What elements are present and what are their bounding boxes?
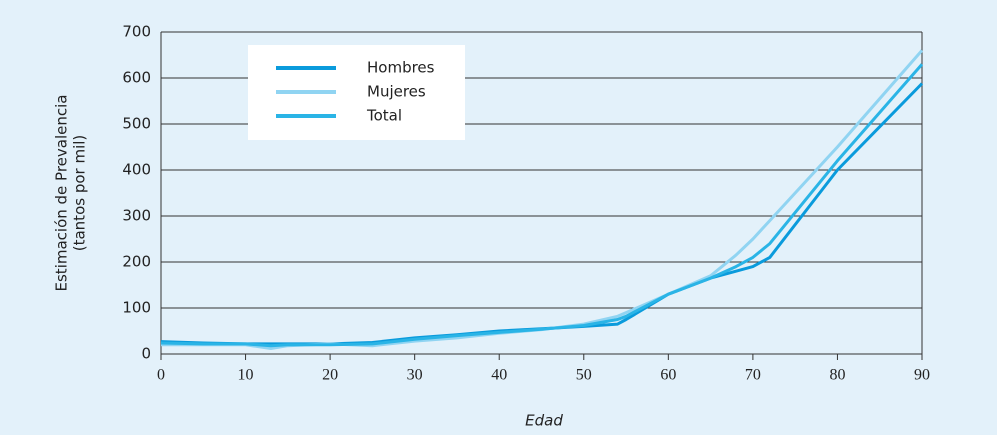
y-tick-label: 700 xyxy=(122,23,151,41)
y-axis-label: Estimación de Prevalencia xyxy=(53,95,71,292)
y-tick-label: 500 xyxy=(122,115,151,133)
y-tick-label: 200 xyxy=(122,253,151,271)
y-tick-label: 0 xyxy=(141,345,151,363)
x-tick-label: 80 xyxy=(829,367,845,384)
y-axis-label: (tantos por mil) xyxy=(71,135,89,252)
series-line xyxy=(160,63,924,348)
x-tick-label: 70 xyxy=(745,367,761,384)
legend-label: Hombres xyxy=(367,59,435,77)
x-tick-label: 60 xyxy=(660,367,676,384)
y-tick-label: 300 xyxy=(122,207,151,225)
legend-label: Mujeres xyxy=(367,83,426,101)
x-tick-label: 10 xyxy=(238,367,254,384)
y-tick-label: 100 xyxy=(122,299,151,317)
x-axis-label: Edad xyxy=(525,412,563,430)
x-tick-label: 50 xyxy=(576,367,592,384)
x-tick-label: 20 xyxy=(322,367,338,384)
y-tick-label: 400 xyxy=(122,161,151,179)
x-tick-label: 0 xyxy=(157,367,165,384)
x-tick-label: 30 xyxy=(407,367,423,384)
legend-label: Total xyxy=(366,107,402,125)
x-tick-label: 90 xyxy=(914,367,930,384)
y-tick-label: 600 xyxy=(122,69,151,87)
x-tick-label: 40 xyxy=(491,367,507,384)
